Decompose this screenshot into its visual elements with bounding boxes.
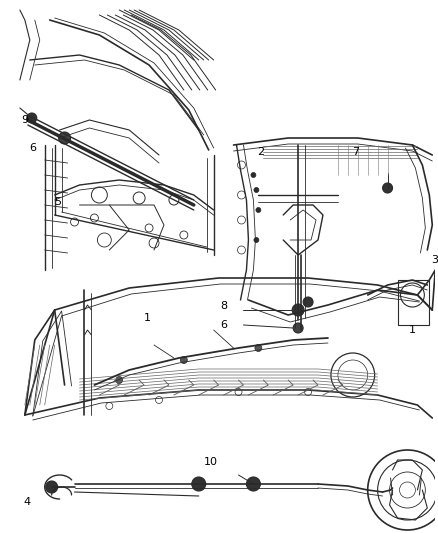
Text: 6: 6 — [220, 320, 227, 330]
Circle shape — [59, 132, 71, 144]
Circle shape — [251, 173, 256, 177]
Circle shape — [180, 357, 187, 364]
Text: 7: 7 — [352, 147, 359, 157]
Text: 6: 6 — [29, 143, 36, 153]
Circle shape — [27, 113, 37, 123]
Bar — [398, 280, 429, 325]
Text: 9: 9 — [21, 115, 28, 125]
Circle shape — [254, 238, 259, 243]
Text: 1: 1 — [144, 313, 151, 323]
Circle shape — [256, 207, 261, 213]
Circle shape — [116, 376, 123, 384]
Circle shape — [292, 304, 304, 316]
Text: 3: 3 — [431, 255, 438, 265]
Text: 8: 8 — [220, 301, 227, 311]
Circle shape — [255, 344, 262, 351]
Text: 5: 5 — [54, 197, 61, 207]
Text: 1: 1 — [409, 325, 416, 335]
Circle shape — [192, 477, 206, 491]
Circle shape — [383, 183, 392, 193]
Circle shape — [293, 323, 303, 333]
Circle shape — [254, 188, 259, 192]
Circle shape — [46, 481, 58, 493]
Text: 4: 4 — [23, 497, 30, 507]
Circle shape — [303, 297, 313, 307]
Circle shape — [247, 477, 260, 491]
Text: 10: 10 — [204, 457, 218, 467]
Text: 2: 2 — [257, 147, 264, 157]
